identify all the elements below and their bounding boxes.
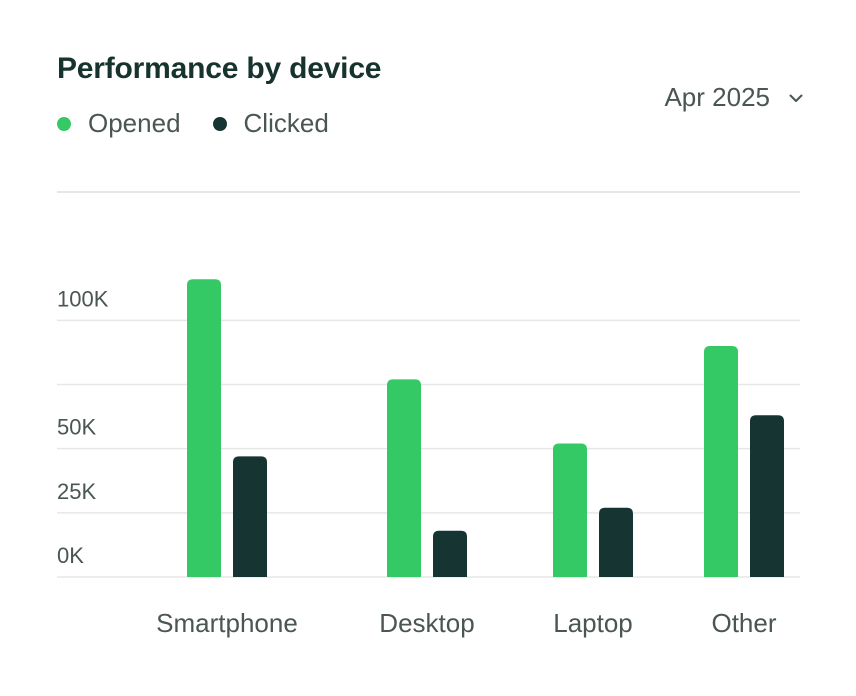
legend-item-clicked: Clicked xyxy=(212,108,329,139)
chart-legend: Opened Clicked xyxy=(57,108,329,139)
x-category-label: Other xyxy=(711,608,776,638)
x-axis-category-labels: Smartphone Desktop Laptop Other xyxy=(156,608,777,638)
legend-dot-opened xyxy=(57,116,71,131)
period-dropdown-label: Apr 2025 xyxy=(664,82,770,112)
legend-item-opened: Opened xyxy=(57,108,181,139)
y-tick-label: 25K xyxy=(57,479,96,504)
legend-dot-clicked xyxy=(212,116,227,131)
chart-title: Performance by device xyxy=(57,52,382,85)
bar-opened-other xyxy=(704,346,738,577)
y-tick-label: 100K xyxy=(57,286,109,311)
bars xyxy=(187,279,784,577)
y-tick-label: 50K xyxy=(57,415,96,440)
bar-opened-smartphone xyxy=(187,279,221,577)
period-dropdown[interactable]: Apr 2025 xyxy=(664,82,804,113)
legend-label-opened: Opened xyxy=(88,108,181,138)
grid-lines xyxy=(57,191,800,578)
bar-clicked-desktop xyxy=(433,530,467,577)
bar-clicked-laptop xyxy=(599,507,633,577)
x-category-label: Laptop xyxy=(553,608,633,638)
bar-clicked-smartphone xyxy=(233,456,267,577)
y-axis-tick-labels: 0K 25K 50K 100K xyxy=(57,286,109,568)
y-tick-label: 0K xyxy=(57,543,84,568)
x-category-label: Smartphone xyxy=(156,608,298,638)
bar-clicked-other xyxy=(750,415,784,577)
legend-label-clicked: Clicked xyxy=(243,108,329,138)
chevron-down-icon xyxy=(788,90,804,106)
bar-opened-desktop xyxy=(387,379,421,577)
x-category-label: Desktop xyxy=(379,608,474,638)
bar-opened-laptop xyxy=(553,443,587,577)
